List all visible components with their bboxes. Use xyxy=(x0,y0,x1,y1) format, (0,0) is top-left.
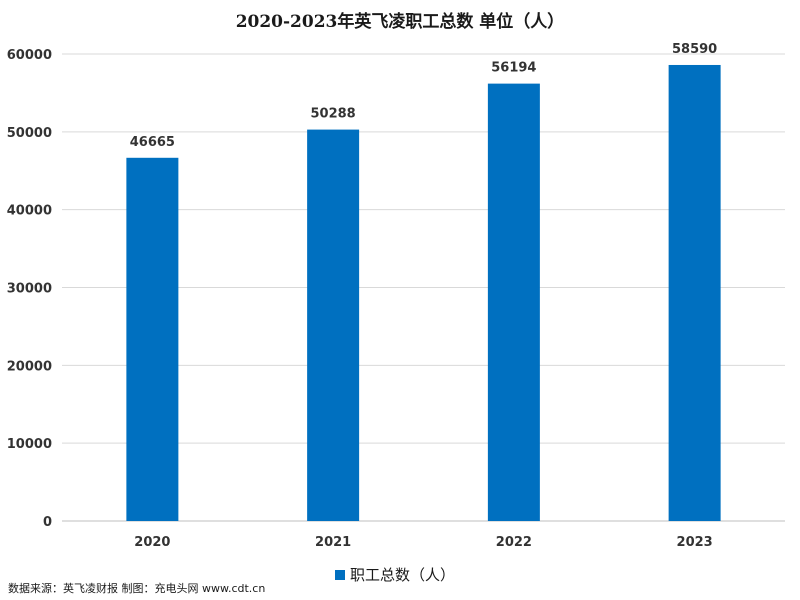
bar xyxy=(487,83,540,522)
bar xyxy=(668,64,721,522)
source-note: 数据来源：英飞凌财报 制图：充电头网 www.cdt.cn xyxy=(8,581,265,595)
data-label: 58590 xyxy=(672,42,717,57)
bar xyxy=(126,157,179,521)
y-tick-label: 20000 xyxy=(7,359,52,374)
data-labels: 46665 50288 56194 58590 xyxy=(130,42,717,150)
bars xyxy=(126,64,721,522)
data-label: 56194 xyxy=(491,61,536,76)
legend: 职工总数（人） xyxy=(335,566,455,584)
legend-swatch xyxy=(335,570,345,580)
y-tick-label: 40000 xyxy=(7,204,52,219)
x-tick-label: 2020 xyxy=(134,535,170,550)
y-tick-label: 30000 xyxy=(7,282,52,297)
grid-lines xyxy=(62,53,785,522)
y-tick-label: 60000 xyxy=(7,48,52,63)
y-tick-label: 10000 xyxy=(7,437,52,452)
x-tick-label: 2021 xyxy=(315,535,351,550)
bar xyxy=(307,129,360,521)
x-tick-label: 2023 xyxy=(677,535,713,550)
data-label: 46665 xyxy=(130,135,175,150)
legend-label: 职工总数（人） xyxy=(350,566,455,584)
data-label: 50288 xyxy=(311,107,356,122)
y-axis-ticks: 0 10000 20000 30000 40000 50000 60000 xyxy=(7,48,52,530)
chart-title: 2020-2023年英飞凌职工总数 单位（人） xyxy=(236,11,565,32)
y-tick-label: 50000 xyxy=(7,126,52,141)
x-tick-label: 2022 xyxy=(496,535,532,550)
x-axis-ticks: 2020 2021 2022 2023 xyxy=(134,535,712,550)
y-tick-label: 0 xyxy=(43,515,52,530)
